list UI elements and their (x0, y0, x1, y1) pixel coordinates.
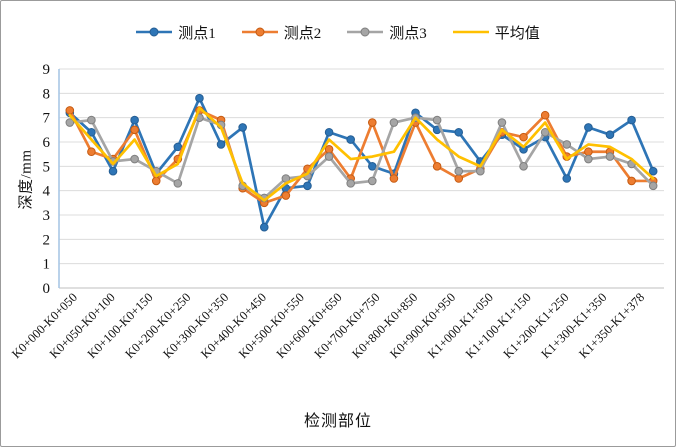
data-point (368, 176, 377, 186)
data-point (346, 179, 355, 188)
data-point (389, 118, 399, 127)
data-point (65, 118, 75, 127)
data-point (281, 191, 291, 200)
data-point (368, 162, 377, 171)
y-tick-label: 5 (43, 159, 51, 175)
data-point (648, 181, 658, 191)
x-category-label: K0+400-K0+450 (198, 290, 269, 361)
y-tick-labels: 0 1 2 3 4 5 6 7 8 9 (43, 62, 51, 297)
y-tick-label: 8 (43, 86, 51, 102)
data-point (324, 127, 334, 137)
data-point (303, 181, 312, 191)
x-category-labels: K0+000-K0+050K0+050-K0+100K0+100-K0+150K… (9, 290, 647, 361)
x-category-label: K1+200-K1+250 (501, 290, 572, 361)
y-tick-label: 6 (43, 135, 51, 151)
data-point (130, 125, 139, 135)
x-category-label: K0+050-K0+100 (47, 290, 118, 361)
data-point (238, 123, 247, 132)
data-point (195, 93, 204, 103)
data-point (368, 118, 377, 127)
data-point (173, 179, 183, 188)
data-point (130, 154, 139, 164)
series-markers-3 (65, 113, 658, 203)
data-point (130, 115, 139, 125)
series-markers-1 (65, 93, 658, 232)
data-point (108, 166, 118, 176)
y-tick-label: 7 (43, 111, 51, 127)
data-point (216, 140, 226, 149)
data-point (562, 140, 572, 149)
x-category-label: K0+000-K0+050 (9, 290, 80, 361)
data-point (584, 147, 593, 157)
y-tick-label: 2 (43, 232, 51, 248)
x-category-label: K1+350-K1+378 (576, 290, 647, 361)
data-point (151, 176, 161, 186)
data-point (584, 123, 593, 132)
data-point (454, 166, 464, 176)
data-point (476, 166, 485, 176)
x-category-label: K0+900-K0+950 (387, 290, 458, 361)
series-line-4 (68, 106, 655, 202)
y-axis-title: 深度/mm (18, 149, 35, 210)
x-category-label: K1+300-K1+350 (538, 290, 609, 361)
x-category-label: K0+500-K0+550 (236, 290, 307, 361)
data-point (432, 115, 442, 125)
y-tick-label: 4 (43, 184, 51, 200)
x-category-label: K0+600-K0+650 (274, 290, 345, 361)
data-point (259, 222, 269, 232)
data-point (562, 174, 572, 183)
legend-item-1: 测点1 (136, 22, 216, 43)
y-tick-label: 1 (43, 257, 51, 273)
y-tick-label: 3 (43, 208, 51, 224)
chart-legend: 测点1 测点2 测点3 平均值 (31, 17, 645, 47)
data-point (605, 130, 615, 139)
legend-item-4: 平均值 (452, 22, 540, 43)
legend-swatch-icon (347, 27, 384, 37)
data-point (324, 145, 334, 154)
gridlines (59, 68, 664, 289)
legend-label: 测点1 (178, 25, 216, 42)
data-point (454, 127, 464, 137)
data-point (540, 127, 550, 137)
x-category-label: K1+100-K1+150 (463, 290, 534, 361)
x-category-label: K0+300-K0+350 (160, 290, 231, 361)
legend-label: 平均值 (494, 25, 540, 42)
legend-label: 测点3 (389, 25, 427, 42)
data-point (389, 174, 399, 183)
y-tick-label: 9 (43, 62, 51, 78)
data-point (648, 166, 658, 176)
legend-item-3: 测点3 (347, 22, 427, 43)
data-point (584, 154, 593, 164)
data-point (87, 115, 96, 125)
legend-swatch-icon (241, 27, 278, 37)
data-point (627, 176, 636, 186)
x-category-label: K0+700-K0+750 (312, 290, 383, 361)
legend-swatch-icon (136, 27, 173, 37)
data-point (540, 110, 550, 120)
legend-label: 测点2 (283, 25, 322, 42)
x-category-label: K1+000-K1+050 (425, 290, 496, 361)
data-point (497, 118, 507, 127)
data-point (324, 152, 334, 161)
data-point (173, 142, 183, 152)
data-point (65, 106, 75, 115)
x-category-label: K0+200-K0+250 (123, 290, 194, 361)
data-point (87, 147, 96, 157)
x-category-label: K0+800-K0+850 (349, 290, 420, 361)
x-axis-title: 检测部位 (303, 413, 372, 430)
data-point (346, 135, 355, 144)
data-point (519, 132, 528, 142)
x-category-label: K0+100-K0+150 (85, 290, 156, 361)
legend-item-2: 测点2 (241, 22, 322, 43)
data-point (627, 115, 636, 125)
data-point (605, 152, 615, 161)
legend-swatch-icon (452, 30, 489, 34)
data-point (519, 162, 528, 171)
data-point (432, 162, 442, 171)
data-point (454, 174, 464, 183)
y-tick-label: 0 (43, 281, 51, 297)
data-point (87, 127, 96, 137)
